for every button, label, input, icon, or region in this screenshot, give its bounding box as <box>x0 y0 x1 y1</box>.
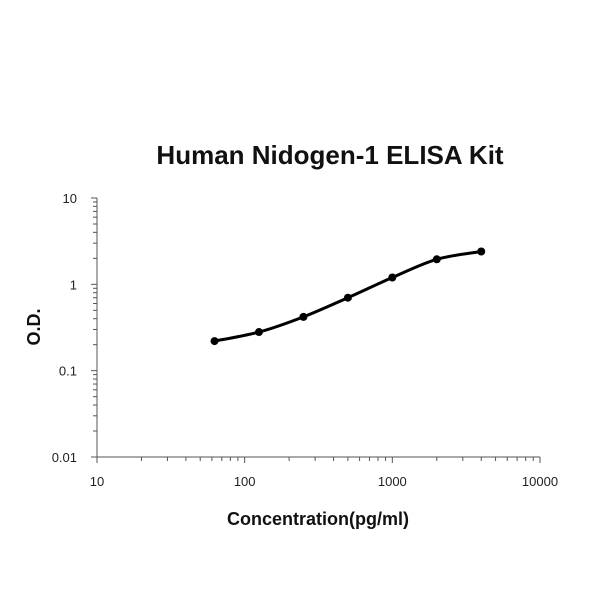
data-point <box>299 312 308 321</box>
x-tick-label: 10000 <box>522 474 558 489</box>
data-point <box>477 247 486 256</box>
data-point <box>388 273 397 282</box>
ticks <box>91 197 541 463</box>
x-tick-label: 100 <box>234 474 256 489</box>
tick-labels: 10 100 1000 10000 0.01 0.1 1 10 <box>52 191 558 489</box>
data-point <box>343 293 352 302</box>
x-axis-label: Concentration(pg/ml) <box>227 509 409 529</box>
chart-title: Human Nidogen-1 ELISA Kit <box>156 140 504 170</box>
axes <box>96 198 540 458</box>
data-point <box>254 328 263 337</box>
x-tick-label: 1000 <box>378 474 407 489</box>
y-tick-label: 0.1 <box>59 364 77 379</box>
y-tick-label: 1 <box>70 277 77 292</box>
y-tick-label: 10 <box>63 191 77 206</box>
y-axis-label: O.D. <box>24 308 44 345</box>
data-points <box>210 247 486 346</box>
x-tick-label: 10 <box>90 474 104 489</box>
data-point <box>210 337 219 346</box>
data-point <box>432 255 441 264</box>
y-tick-label: 0.01 <box>52 450 77 465</box>
